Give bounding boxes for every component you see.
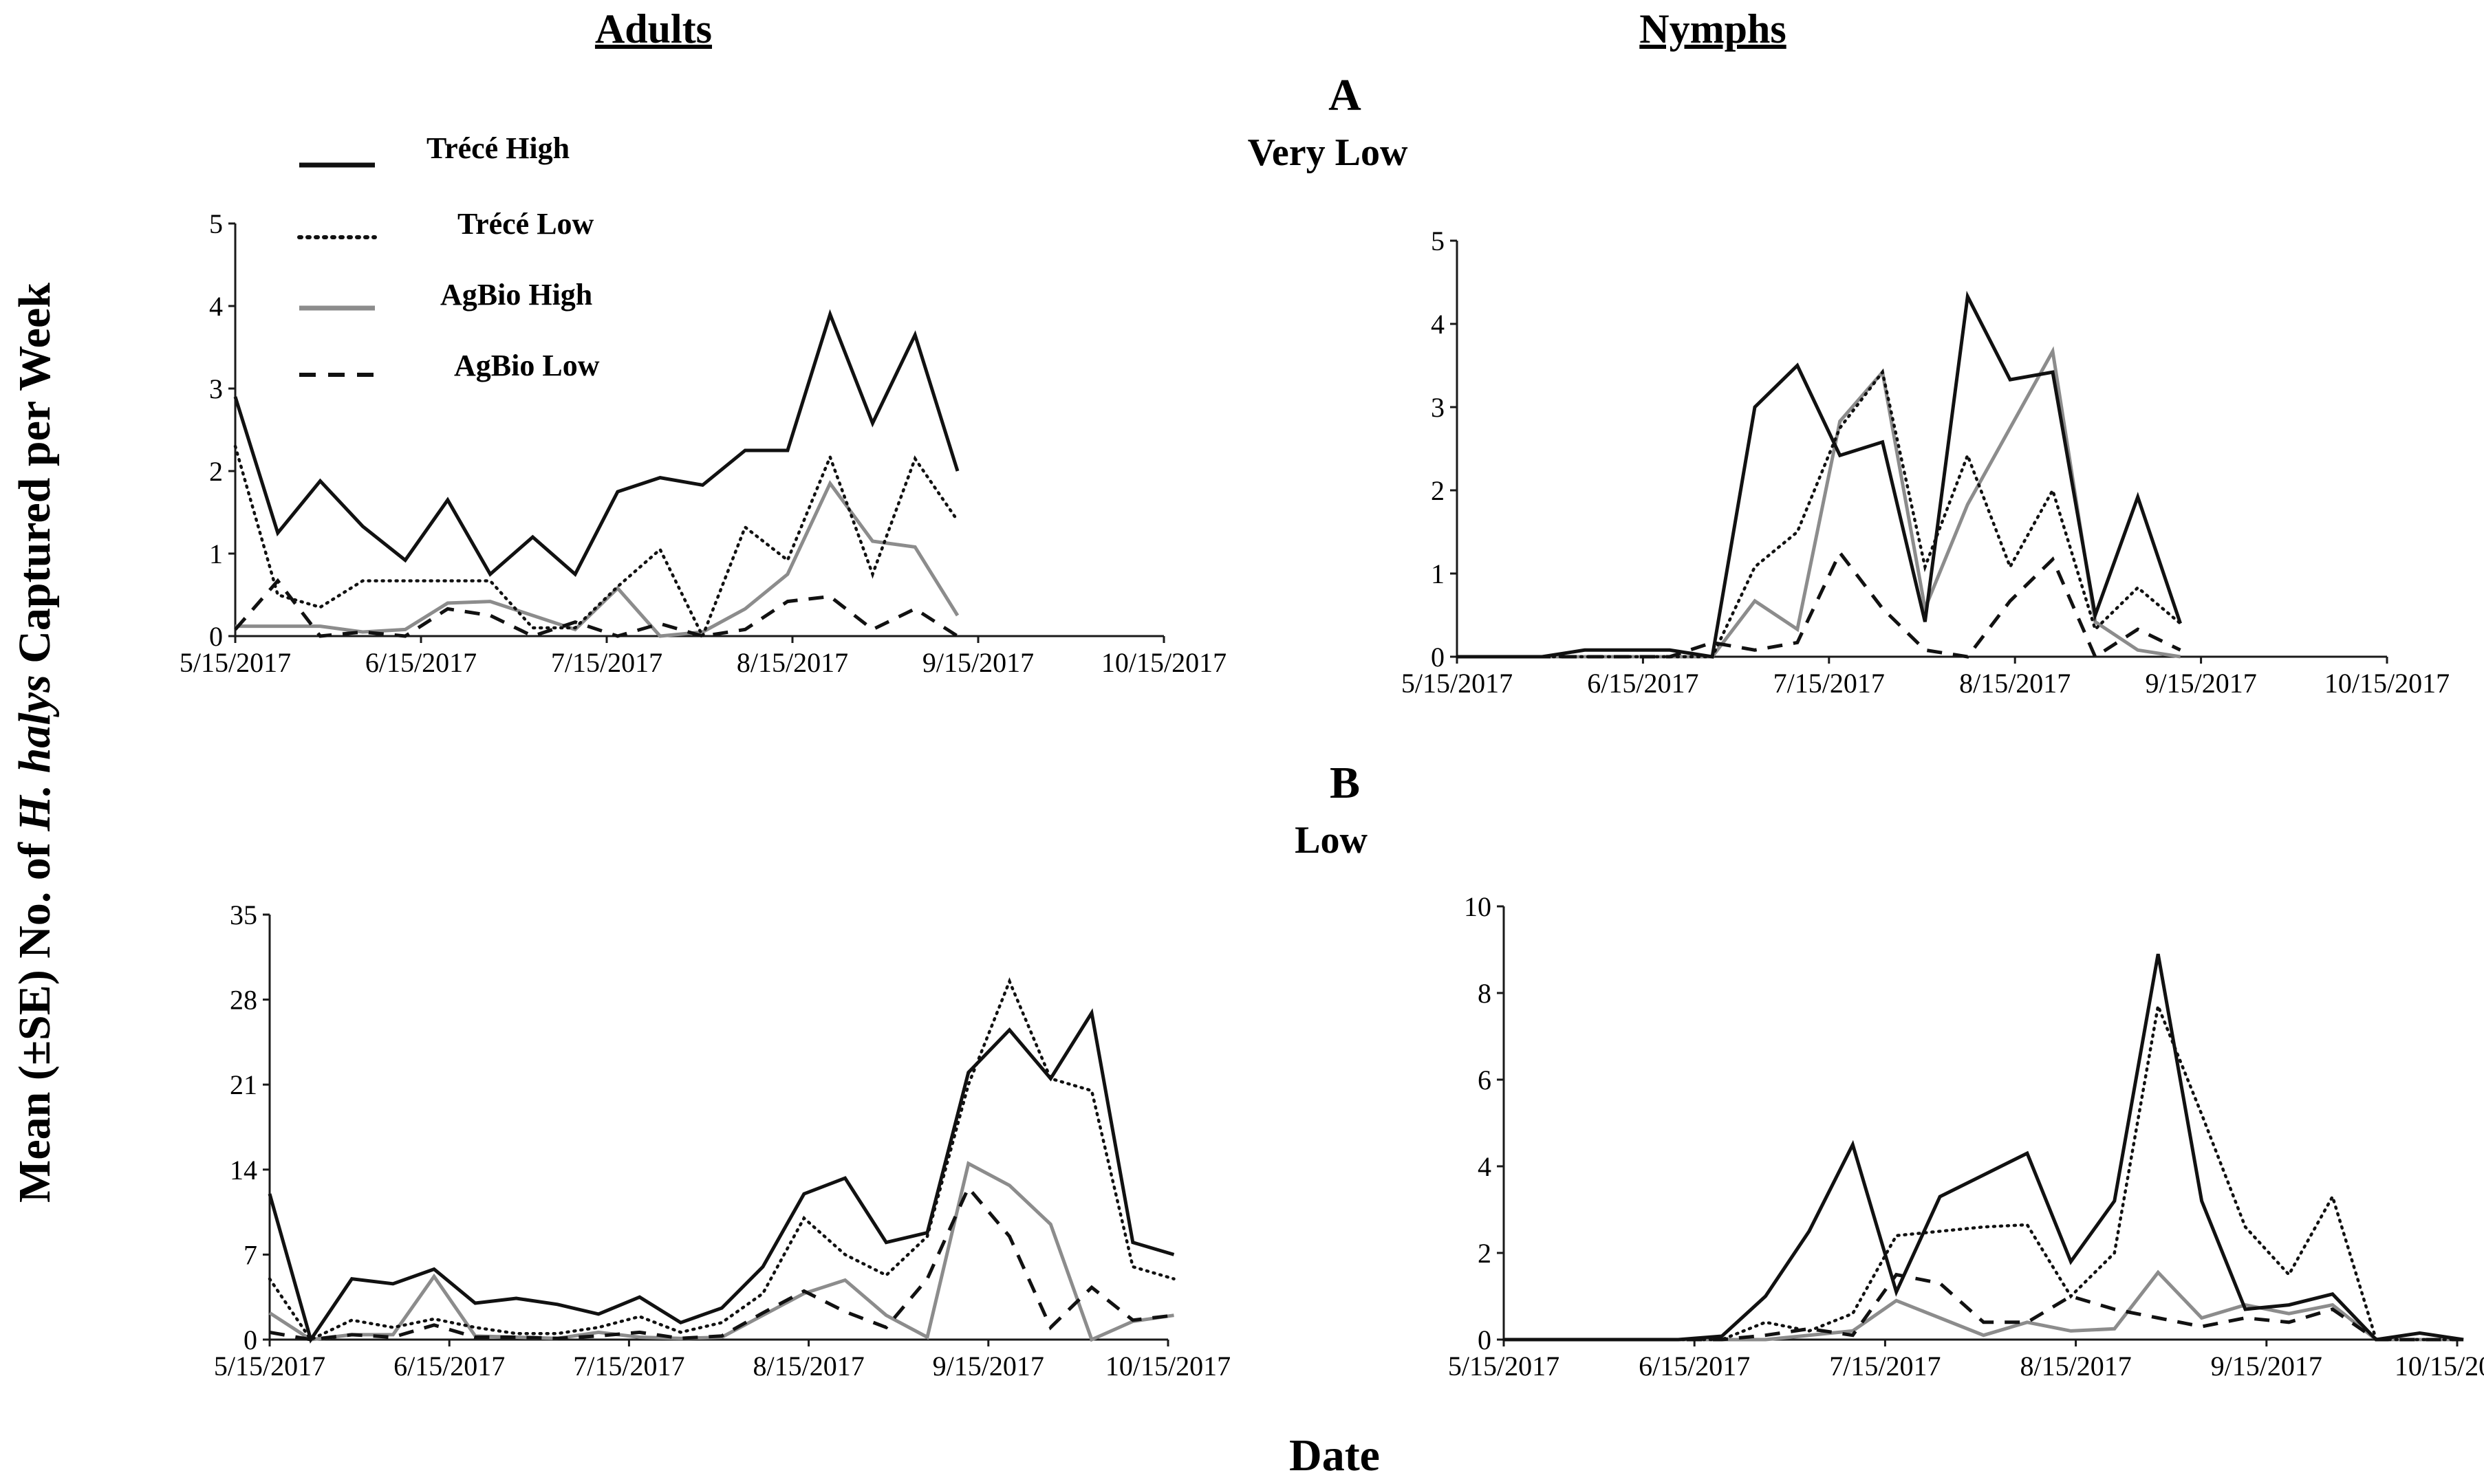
x-tick-label: 5/15/2017 bbox=[214, 1351, 325, 1382]
x-tick-label: 10/15/2017 bbox=[1105, 1351, 1231, 1382]
plot-adults-very-low: 0 1 2 3 4 5 5/15/2017 6/15/2017 7/15/2017 8/15/20… bbox=[180, 208, 1227, 678]
legend-label-trece-low: Trécé Low bbox=[457, 207, 594, 241]
y-tick-label: 1 bbox=[1431, 558, 1445, 589]
panel-letter-b: B bbox=[1330, 758, 1360, 808]
y-tick-label: 4 bbox=[1431, 309, 1445, 340]
x-tick-label: 8/15/2017 bbox=[1959, 668, 2071, 699]
x-tick-label: 10/15/2017 bbox=[1101, 647, 1227, 678]
y-tick-label: 21 bbox=[230, 1069, 257, 1100]
y-tick-label: 0 bbox=[244, 1324, 257, 1355]
y-axis-title-species: H. halys bbox=[10, 675, 60, 831]
x-tick-label: 7/15/2017 bbox=[1829, 1351, 1941, 1382]
y-tick-label: 8 bbox=[1478, 978, 1491, 1009]
series-line-agbio-low bbox=[234, 578, 959, 638]
x-tick-label: 10/15/2017 bbox=[2324, 668, 2450, 699]
y-tick-label: 2 bbox=[1478, 1238, 1491, 1269]
x-tick-label: 7/15/2017 bbox=[1773, 668, 1885, 699]
x-tick-label: 9/15/2017 bbox=[933, 1351, 1044, 1382]
y-tick-label: 3 bbox=[209, 373, 223, 404]
x-tick-label: 7/15/2017 bbox=[551, 647, 662, 678]
x-tick-label: 6/15/2017 bbox=[1639, 1351, 1750, 1382]
series-line-trece-low bbox=[268, 977, 1176, 1342]
x-tick-label: 5/15/2017 bbox=[1401, 668, 1513, 699]
legend-label-agbio-low: AgBio Low bbox=[454, 349, 600, 382]
y-tick-label: 5 bbox=[209, 208, 223, 239]
y-axis-title-part1: Mean (±SE) No. of bbox=[10, 831, 60, 1203]
x-tick-label: 6/15/2017 bbox=[393, 1351, 505, 1382]
x-tick-label: 5/15/2017 bbox=[180, 647, 291, 678]
x-tick-label: 9/15/2017 bbox=[922, 647, 1034, 678]
series-line-agbio-low bbox=[1457, 549, 2181, 659]
x-tick-label: 9/15/2017 bbox=[2145, 668, 2256, 699]
series-line-trece-high bbox=[1457, 290, 2182, 659]
y-tick-label: 1 bbox=[209, 538, 223, 569]
y-tick-label: 2 bbox=[1431, 475, 1445, 506]
series-line-trece-high bbox=[1504, 953, 2464, 1342]
legend-label-agbio-high: AgBio High bbox=[440, 278, 592, 312]
x-tick-label: 10/15/2017 bbox=[2395, 1351, 2484, 1382]
y-tick-label: 4 bbox=[1478, 1151, 1491, 1182]
y-tick-label: 2 bbox=[209, 456, 223, 487]
plot-nymphs-low: 0 2 4 6 8 10 5/15/2017 6/15/2017 7/15/2017 8/15/2… bbox=[1448, 891, 2484, 1382]
legend: Trécé High Trécé Low AgBio High AgBio Lo… bbox=[297, 131, 600, 382]
series-line-trece-low bbox=[1455, 368, 2182, 659]
x-tick-label: 9/15/2017 bbox=[2211, 1351, 2322, 1382]
plot-adults-low: 0 7 14 21 28 35 5/15/2017 6/15/2017 7/15/2017 8/1… bbox=[214, 899, 1231, 1382]
y-tick-label: 3 bbox=[1431, 392, 1445, 423]
column-title-adults: Adults bbox=[595, 6, 712, 52]
x-tick-label: 8/15/2017 bbox=[737, 647, 848, 678]
y-tick-label: 7 bbox=[244, 1239, 257, 1270]
y-tick-label: 5 bbox=[1431, 226, 1445, 257]
series-line-trece-high bbox=[268, 1008, 1175, 1344]
panel-subtitle-very-low: Very Low bbox=[1248, 131, 1408, 174]
y-tick-label: 10 bbox=[1464, 891, 1491, 922]
series-line-agbio-low bbox=[269, 1184, 1174, 1342]
series-line-trece-low bbox=[1502, 1000, 2465, 1342]
y-tick-label: 35 bbox=[230, 899, 257, 930]
series-line-agbio-high bbox=[268, 1161, 1174, 1342]
x-axis-title: Date bbox=[1289, 1430, 1380, 1481]
x-tick-label: 8/15/2017 bbox=[2020, 1351, 2131, 1382]
series-line-agbio-high bbox=[1504, 1269, 2464, 1342]
y-axis-title-part2: Captured per Week bbox=[10, 283, 60, 675]
y-tick-label: 14 bbox=[230, 1155, 257, 1186]
plot-nymphs-very-low: 0 1 2 3 4 5 5/15/2017 6/15/2017 7/15/2017 8/15/20… bbox=[1401, 226, 2450, 699]
series-line-trece-low bbox=[233, 444, 960, 640]
panel-letter-a: A bbox=[1328, 70, 1361, 120]
panel-subtitle-low: Low bbox=[1295, 819, 1368, 862]
series-line-agbio-high bbox=[1457, 346, 2181, 659]
y-tick-label: 0 bbox=[1431, 642, 1445, 673]
y-tick-label: 0 bbox=[1478, 1324, 1491, 1355]
legend-label-trece-high: Trécé High bbox=[426, 131, 570, 165]
x-tick-label: 7/15/2017 bbox=[573, 1351, 684, 1382]
y-tick-label: 0 bbox=[209, 621, 223, 652]
series-line-trece-high bbox=[233, 309, 960, 577]
y-axis-title: Mean (±SE) No. of H. halys Captured per … bbox=[10, 283, 60, 1203]
x-tick-label: 8/15/2017 bbox=[753, 1351, 864, 1382]
x-tick-label: 6/15/2017 bbox=[1587, 668, 1698, 699]
x-tick-label: 6/15/2017 bbox=[365, 647, 477, 678]
y-tick-label: 6 bbox=[1478, 1065, 1491, 1095]
y-tick-label: 4 bbox=[209, 291, 223, 322]
column-title-nymphs: Nymphs bbox=[1639, 6, 1786, 52]
y-tick-label: 28 bbox=[230, 985, 257, 1016]
x-tick-label: 5/15/2017 bbox=[1448, 1351, 1559, 1382]
